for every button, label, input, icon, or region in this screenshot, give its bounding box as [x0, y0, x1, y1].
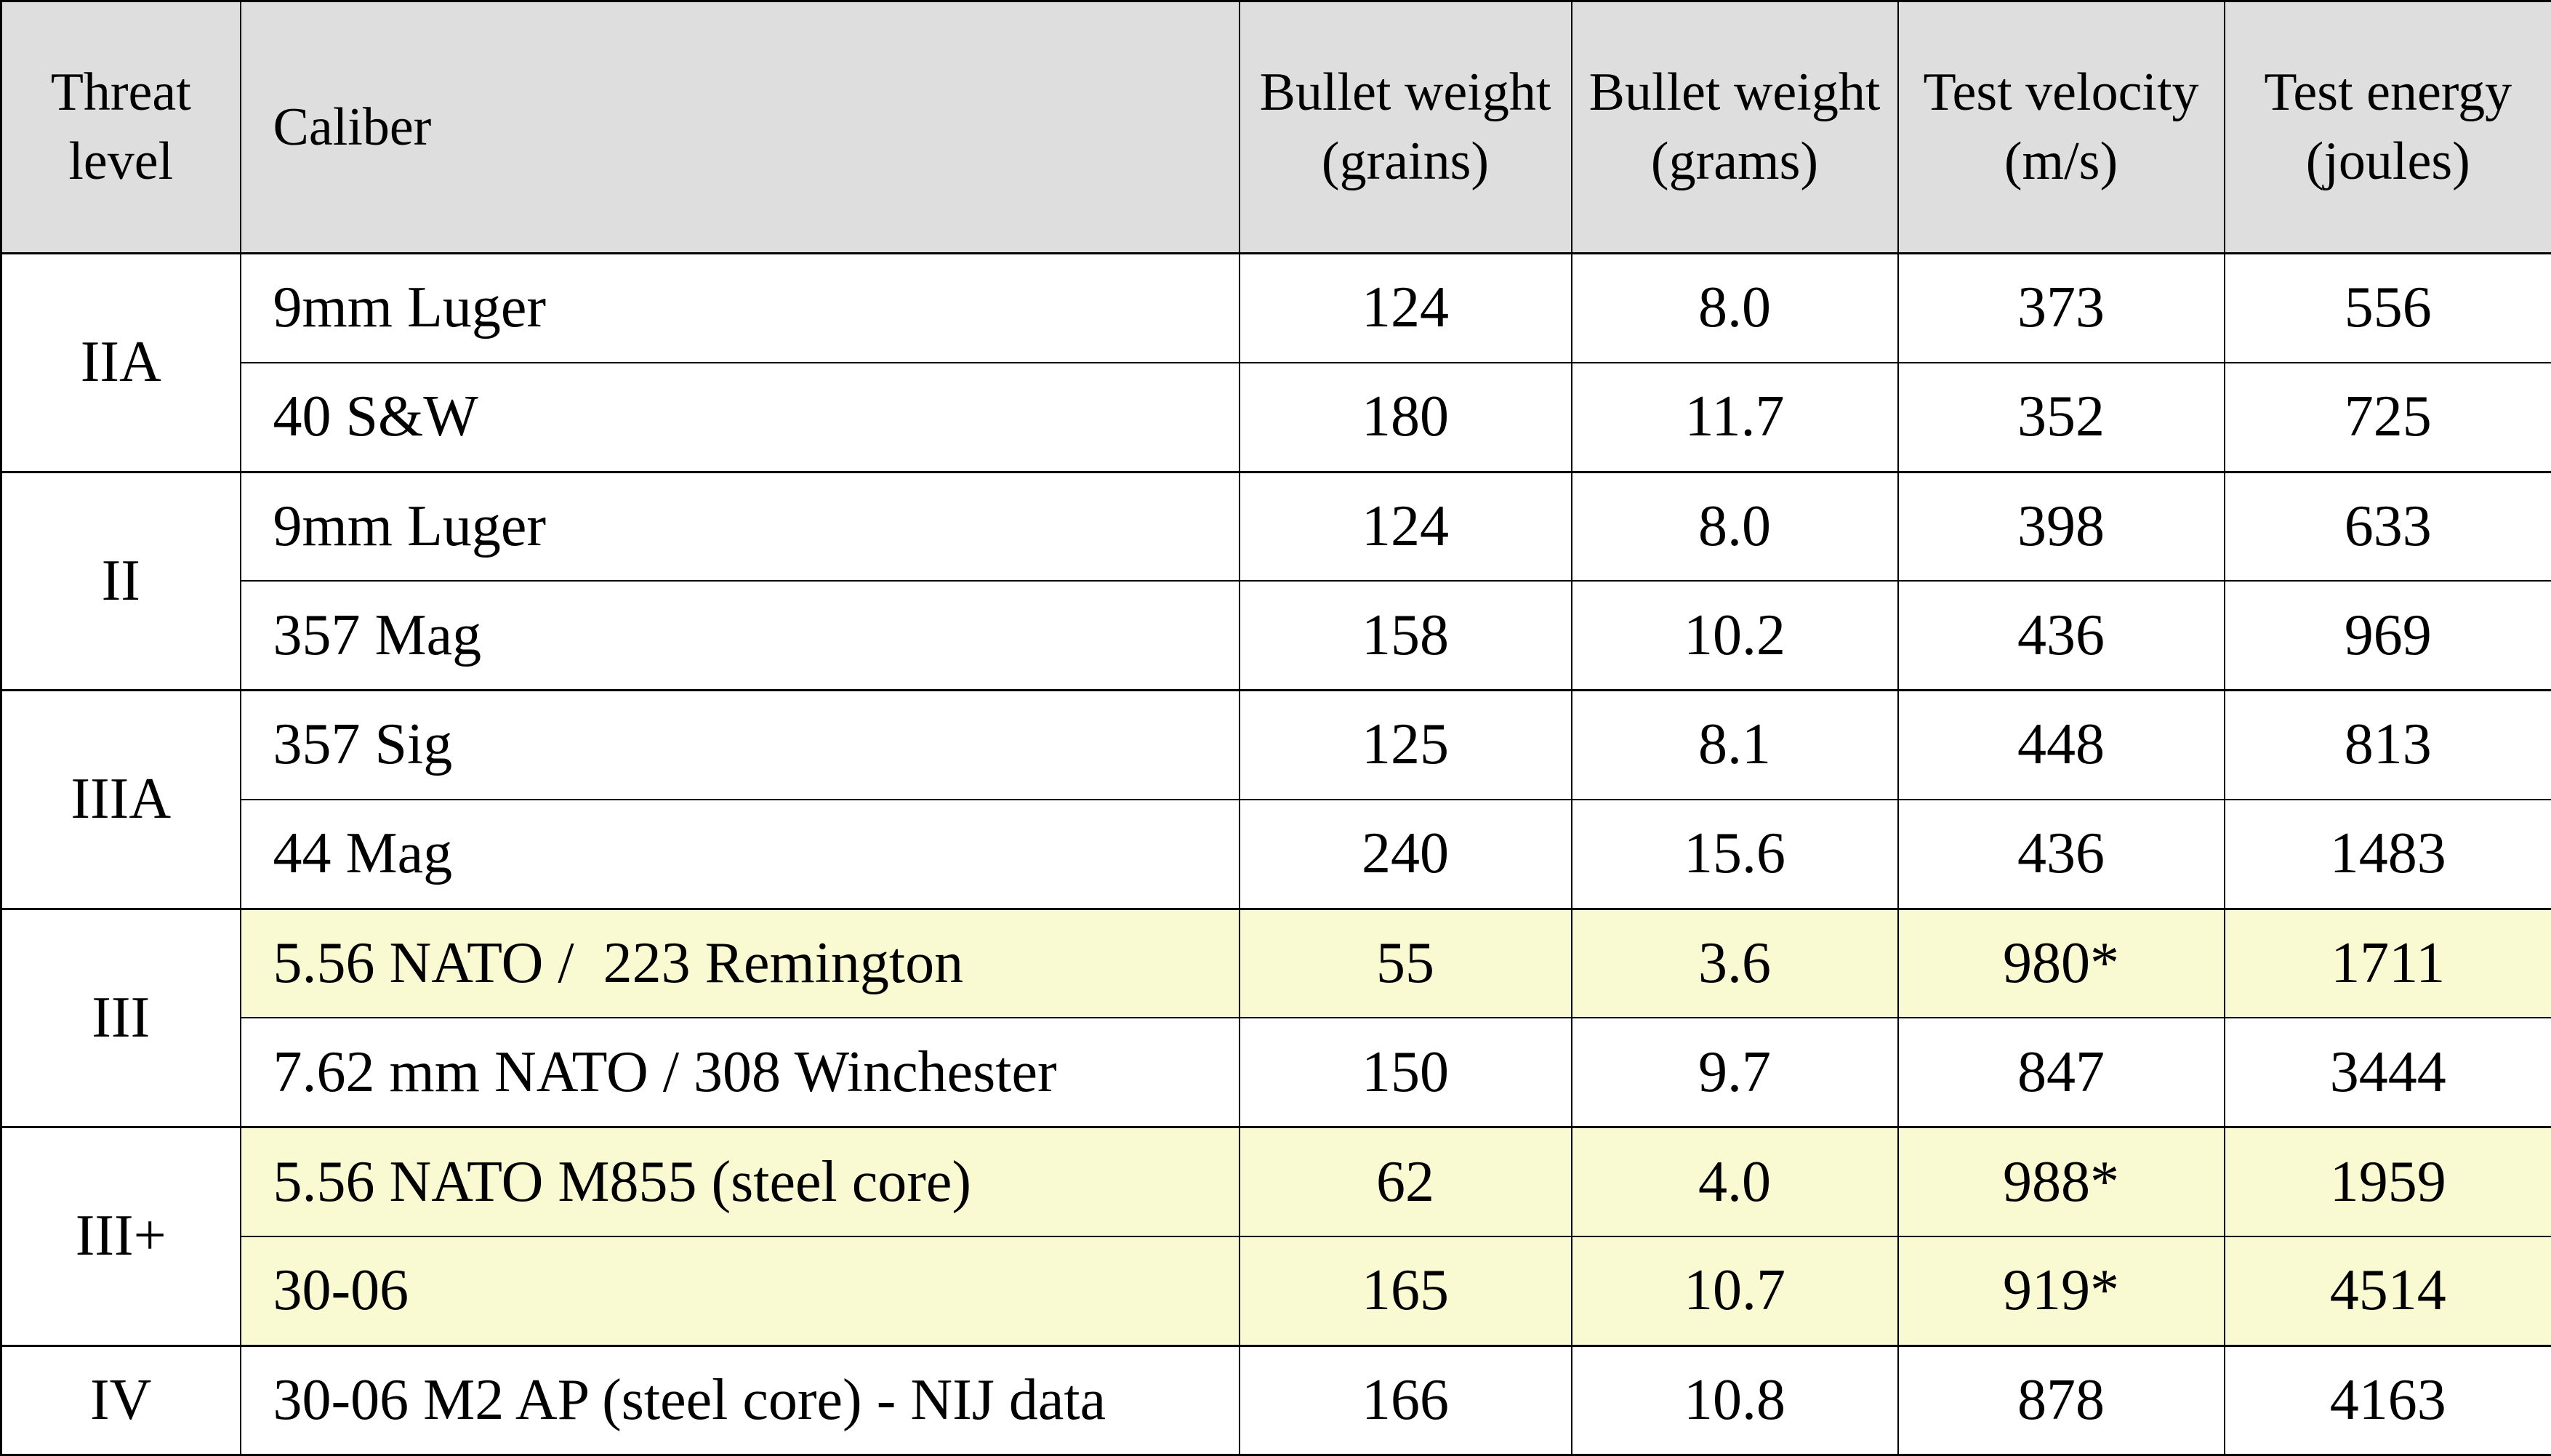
energy-cell: 4514	[2223, 1235, 2551, 1347]
table-header: Threat level Caliber Bullet weight (grai…	[0, 0, 2551, 254]
grams-cell: 10.7	[1570, 1235, 1899, 1347]
velocity-cell: 847	[1897, 1017, 2225, 1128]
grams-cell: 8.1	[1570, 689, 1899, 800]
col-header-caliber: Caliber	[239, 0, 1240, 254]
energy-cell: 813	[2223, 689, 2551, 800]
table-row: III 5.56 NATO / 223 Remington 55 3.6 980…	[0, 907, 2551, 1128]
grains-cell: 124	[1238, 470, 1572, 582]
table-row: 40 S&W 180 11.7 352 725	[1, 361, 2551, 473]
caliber-cell: 5.56 NATO M855 (steel core)	[239, 1126, 1240, 1237]
table-row: IIIA 357 Sig 125 8.1 448 813	[0, 689, 2551, 910]
velocity-cell: 373	[1897, 252, 2225, 363]
caliber-cell: 30-06	[239, 1235, 1240, 1347]
grains-cell: 166	[1238, 1344, 1572, 1456]
grains-cell: 240	[1238, 798, 1572, 910]
velocity-cell: 448	[1897, 689, 2225, 800]
grams-cell: 8.0	[1570, 252, 1899, 363]
grains-cell: 150	[1238, 1017, 1572, 1128]
threat-level-cell: III	[0, 907, 241, 1128]
velocity-cell: 919*	[1897, 1235, 2225, 1347]
col-header-threat-level: Threat level	[0, 0, 241, 254]
velocity-cell: 436	[1897, 798, 2225, 910]
velocity-cell: 980*	[1897, 907, 2225, 1019]
energy-cell: 1483	[2223, 798, 2551, 910]
caliber-cell: 40 S&W	[239, 361, 1240, 473]
table-row: II 9mm Luger 124 8.0 398 633	[0, 470, 2551, 691]
energy-cell: 1959	[2223, 1126, 2551, 1237]
velocity-cell: 436	[1897, 580, 2225, 691]
grains-cell: 180	[1238, 361, 1572, 473]
table-row: 7.62 mm NATO / 308 Winchester 150 9.7 84…	[1, 1017, 2551, 1128]
grains-cell: 125	[1238, 689, 1572, 800]
energy-cell: 556	[2223, 252, 2551, 363]
col-header-test-velocity: Test velocity (m/s)	[1897, 0, 2225, 254]
grains-cell: 55	[1238, 907, 1572, 1019]
energy-cell: 4163	[2223, 1344, 2551, 1456]
header-row: Threat level Caliber Bullet weight (grai…	[0, 0, 2551, 254]
caliber-cell: 9mm Luger	[239, 470, 1240, 582]
threat-level-cell: III+	[0, 1126, 241, 1347]
grams-cell: 9.7	[1570, 1017, 1899, 1128]
velocity-cell: 398	[1897, 470, 2225, 582]
caliber-cell: 44 Mag	[239, 798, 1240, 910]
col-header-test-energy: Test energy (joules)	[2223, 0, 2551, 254]
energy-cell: 969	[2223, 580, 2551, 691]
table-row: 357 Mag 158 10.2 436 969	[1, 580, 2551, 691]
threat-level-cell: IIA	[0, 252, 241, 473]
caliber-cell: 357 Mag	[239, 580, 1240, 691]
velocity-cell: 878	[1897, 1344, 2225, 1456]
threat-level-cell: IIIA	[0, 689, 241, 910]
caliber-cell: 357 Sig	[239, 689, 1240, 800]
table-row: IIA 9mm Luger 124 8.0 373 556	[0, 252, 2551, 473]
caliber-cell: 7.62 mm NATO / 308 Winchester	[239, 1017, 1240, 1128]
grains-cell: 62	[1238, 1126, 1572, 1237]
energy-cell: 725	[2223, 361, 2551, 473]
col-header-bullet-weight-grams: Bullet weight (grams)	[1570, 0, 1899, 254]
caliber-cell: 9mm Luger	[239, 252, 1240, 363]
caliber-cell: 30-06 M2 AP (steel core) - NIJ data	[239, 1344, 1240, 1456]
table-row: 44 Mag 240 15.6 436 1483	[1, 798, 2551, 910]
threat-level-cell: IV	[0, 1344, 241, 1456]
grams-cell: 3.6	[1570, 907, 1899, 1019]
table-row: 30-06 165 10.7 919* 4514	[1, 1235, 2551, 1347]
grains-cell: 124	[1238, 252, 1572, 363]
energy-cell: 3444	[2223, 1017, 2551, 1128]
energy-cell: 633	[2223, 470, 2551, 582]
grams-cell: 15.6	[1570, 798, 1899, 910]
energy-cell: 1711	[2223, 907, 2551, 1019]
grams-cell: 10.8	[1570, 1344, 1899, 1456]
grams-cell: 11.7	[1570, 361, 1899, 473]
grams-cell: 8.0	[1570, 470, 1899, 582]
table-row: III+ 5.56 NATO M855 (steel core) 62 4.0 …	[0, 1126, 2551, 1347]
col-header-bullet-weight-grains: Bullet weight (grains)	[1238, 0, 1572, 254]
grams-cell: 4.0	[1570, 1126, 1899, 1237]
caliber-cell: 5.56 NATO / 223 Remington	[239, 907, 1240, 1019]
table-row: IV 30-06 M2 AP (steel core) - NIJ data 1…	[0, 1344, 2551, 1456]
grains-cell: 158	[1238, 580, 1572, 691]
table-body: IIA 9mm Luger 124 8.0 373 556 40 S&W 180…	[0, 252, 2551, 1456]
grams-cell: 10.2	[1570, 580, 1899, 691]
threat-level-cell: II	[0, 470, 241, 691]
velocity-cell: 988*	[1897, 1126, 2225, 1237]
grains-cell: 165	[1238, 1235, 1572, 1347]
velocity-cell: 352	[1897, 361, 2225, 473]
